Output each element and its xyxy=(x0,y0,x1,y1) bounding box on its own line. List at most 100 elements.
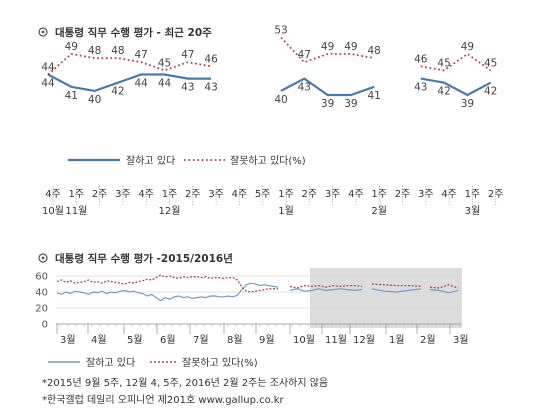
month-tick-label: 3월 xyxy=(60,334,76,346)
disapprove-data-label: 44 xyxy=(41,62,55,74)
disapprove-data-label: 47 xyxy=(181,49,194,61)
week-tick-label: 4주 xyxy=(441,189,457,200)
week-tick-label: 3주 xyxy=(325,189,341,200)
approve-data-label: 44 xyxy=(158,78,172,90)
disapprove-data-label: 45 xyxy=(484,57,497,69)
week-tick-label: 4주 xyxy=(45,189,61,200)
approve-data-label: 39 xyxy=(344,98,357,110)
month-tick-label: 1월 xyxy=(278,205,294,217)
month-tick-label: 9월 xyxy=(259,334,275,346)
disapprove-data-label: 45 xyxy=(158,57,171,69)
week-tick-label: 4주 xyxy=(232,189,248,200)
approve-data-label: 40 xyxy=(274,94,287,106)
week-tick-label: 4주 xyxy=(348,189,364,200)
month-tick-label: 2월 xyxy=(420,334,436,346)
week-tick-label: 1주 xyxy=(162,189,178,200)
disapprove-trend-segment-0 xyxy=(56,274,278,293)
disapprove-data-label: 47 xyxy=(298,49,311,61)
week-tick-label: 2주 xyxy=(395,189,411,200)
y-tick-label: 20 xyxy=(35,304,48,315)
top-title: 대통령 직무 수행 평가 - 최근 20주 xyxy=(38,26,212,39)
week-tick-label: 1주 xyxy=(465,189,481,200)
y-tick-label: 40 xyxy=(35,288,48,299)
disapprove-data-label: 49 xyxy=(321,41,334,53)
approve-data-label: 41 xyxy=(65,90,78,102)
approve-series-segment-1 xyxy=(280,77,375,97)
week-tick-label: 4주 xyxy=(138,189,154,200)
top-legend: 잘하고 있다 잘못하고 있다(%) xyxy=(68,154,306,167)
disapprove-data-label: 53 xyxy=(274,25,287,37)
week-tick-label: 3주 xyxy=(418,189,434,200)
bottom-chart: 대통령 직무 수행 평가 -2015/2016년 60 40 20 0 3월 4월 5월 6… xyxy=(35,252,468,369)
disapprove-trend-segment-1 xyxy=(289,284,363,289)
target-circle-icon-dot xyxy=(41,30,45,34)
month-tick-label: 11월 xyxy=(325,334,347,346)
top-chart: 대통령 직무 수행 평가 - 최근 20주 44 41 40 42 44 44 43 43 44… xyxy=(38,25,503,217)
approve-data-label: 43 xyxy=(414,82,427,94)
legend-approve-label: 잘하고 있다 xyxy=(126,154,175,167)
footnote-source: *한국갤럽 데일리 오피니언 제201호 www.gallup.co.kr xyxy=(42,394,285,406)
approve-data-label: 39 xyxy=(321,98,334,110)
approve-data-label: 41 xyxy=(368,90,381,102)
disapprove-data-label: 47 xyxy=(135,49,148,61)
disapprove-data-label: 46 xyxy=(204,53,218,65)
month-tick-label: 2월 xyxy=(371,205,387,217)
disapprove-data-label: 46 xyxy=(414,53,428,65)
month-tick-label: 12월 xyxy=(353,334,375,346)
approve-trend-segment-0 xyxy=(56,282,279,302)
disapprove-trend-segment-2 xyxy=(371,283,422,288)
approve-series-segment-2 xyxy=(420,77,492,97)
approve-data-label: 43 xyxy=(181,82,194,94)
recent-20-weeks-highlight xyxy=(310,268,462,328)
month-tick-label: 4월 xyxy=(91,334,107,346)
month-tick-label: 8월 xyxy=(227,334,243,346)
week-tick-label: 2주 xyxy=(488,189,504,200)
approve-data-label: 44 xyxy=(135,78,149,90)
disapprove-series-segment-0 xyxy=(47,53,212,76)
approve-data-label: 39 xyxy=(461,98,474,110)
y-tick-label: 60 xyxy=(35,272,48,283)
week-tick-label: 2주 xyxy=(185,189,201,200)
month-tick-label: 10월 xyxy=(42,205,64,217)
legend-approve-label-2: 잘하고 있다 xyxy=(86,356,135,369)
week-tick-label: 3주 xyxy=(115,189,131,200)
approve-trend-segment-1 xyxy=(289,288,363,292)
week-tick-label: 2주 xyxy=(302,189,318,200)
target-circle-icon-dot xyxy=(41,256,45,260)
disapprove-data-label: 49 xyxy=(65,41,78,53)
approve-data-label: 42 xyxy=(111,86,124,98)
month-tick-label: 12월 xyxy=(159,205,181,217)
legend-disapprove-label-2: 잘못하고 있다(%) xyxy=(182,356,258,369)
month-tick-label: 1월 xyxy=(389,334,405,346)
target-circle-icon xyxy=(38,27,48,37)
week-tick-label: 5주 xyxy=(255,189,271,200)
disapprove-data-label: 48 xyxy=(111,45,124,57)
week-tick-label: 2주 xyxy=(92,189,108,200)
y-tick-label: 0 xyxy=(42,320,48,331)
legend-disapprove-label: 잘못하고 있다(%) xyxy=(230,154,306,167)
month-tick-label: 5월 xyxy=(127,334,143,346)
bottom-chart-title: 대통령 직무 수행 평가 -2015/2016년 xyxy=(55,252,233,265)
month-tick-label: 3월 xyxy=(465,205,481,217)
approve-data-label: 42 xyxy=(484,86,497,98)
disapprove-series-segment-2 xyxy=(420,52,492,72)
bottom-x-axis: 3월 4월 5월 6월 7월 8월 9월 10월 11월 12월 1월 2월 3월 xyxy=(56,323,469,346)
approve-data-label: 40 xyxy=(88,94,101,106)
week-tick-label: 1주 xyxy=(371,189,387,200)
disapprove-series-segment-1 xyxy=(280,36,375,64)
week-tick-label: 3주 xyxy=(208,189,224,200)
footnote-survey-gaps: *2015년 9월 5주, 12월 4, 5주, 2016년 2월 2주는 조사… xyxy=(42,376,328,389)
top-x-axis: 4주 1주 2주 3주 4주 1주 2주 3주 4주 5주 1주 2주 3주 4주 1주 2주 3주 4주 1주 2주… xyxy=(42,186,503,217)
approve-trend-segment-3 xyxy=(429,289,459,294)
target-circle-icon xyxy=(38,253,48,263)
week-tick-label: 1주 xyxy=(278,189,294,200)
disapprove-data-label: 48 xyxy=(368,45,381,57)
disapprove-data-label: 49 xyxy=(344,41,357,53)
week-tick-label: 1주 xyxy=(69,189,85,200)
bottom-title: 대통령 직무 수행 평가 -2015/2016년 xyxy=(38,252,233,265)
approve-series-segment-0 xyxy=(47,73,212,93)
bottom-legend: 잘하고 있다 잘못하고 있다(%) xyxy=(48,356,258,369)
disapprove-data-label: 45 xyxy=(437,57,450,69)
approve-data-label: 43 xyxy=(204,82,217,94)
